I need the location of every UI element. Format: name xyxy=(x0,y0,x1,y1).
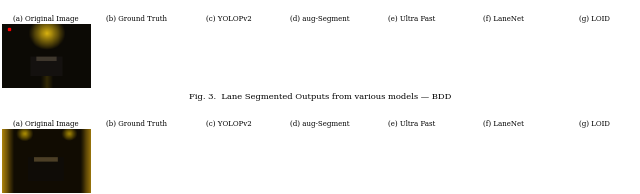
Text: (e) Ultra Fast: (e) Ultra Fast xyxy=(388,120,435,128)
Text: (c) YOLOPv2: (c) YOLOPv2 xyxy=(205,120,252,128)
Text: (g) LOID: (g) LOID xyxy=(579,15,610,23)
Text: (f) LaneNet: (f) LaneNet xyxy=(483,15,524,23)
Bar xyxy=(516,56,520,58)
Bar xyxy=(491,54,496,56)
Text: (g) LOID: (g) LOID xyxy=(579,120,610,128)
Text: (a) Original Image: (a) Original Image xyxy=(13,120,78,128)
Text: (b) Ground Truth: (b) Ground Truth xyxy=(106,120,168,128)
Text: (d) aug-Segment: (d) aug-Segment xyxy=(291,120,349,128)
Bar xyxy=(495,167,501,170)
Text: (a) Original Image: (a) Original Image xyxy=(13,15,78,23)
Bar xyxy=(513,55,518,57)
Text: Fig. 3.  Lane Segmented Outputs from various models — BDD: Fig. 3. Lane Segmented Outputs from vari… xyxy=(189,93,451,101)
Text: (b) Ground Truth: (b) Ground Truth xyxy=(106,15,168,23)
Text: (f) LaneNet: (f) LaneNet xyxy=(483,120,524,128)
Bar xyxy=(495,55,499,57)
Bar xyxy=(499,171,503,173)
Text: (e) Ultra Fast: (e) Ultra Fast xyxy=(388,15,435,23)
Text: (d) aug-Segment: (d) aug-Segment xyxy=(291,15,349,23)
Text: (c) YOLOPv2: (c) YOLOPv2 xyxy=(205,15,252,23)
